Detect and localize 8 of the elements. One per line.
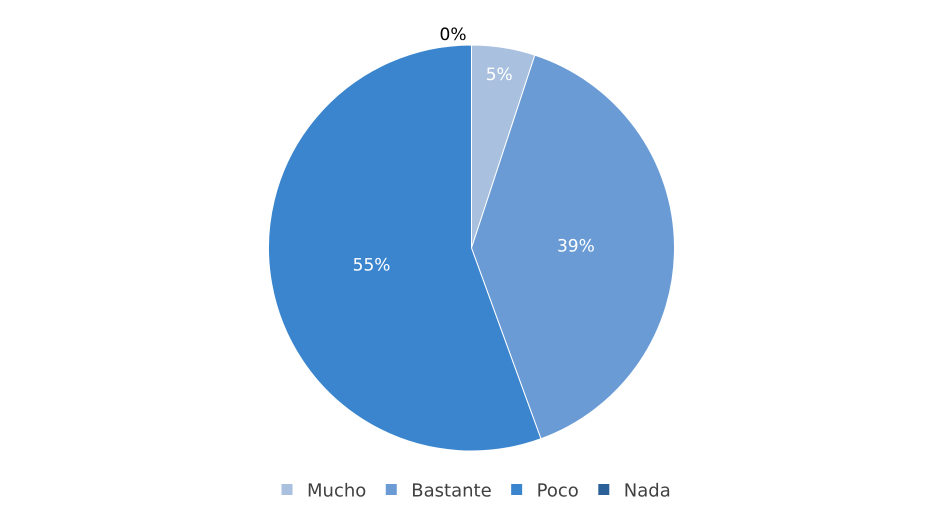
legend-label: Bastante [411, 480, 492, 502]
legend-label: Poco [536, 480, 579, 502]
data-label: 39% [556, 236, 595, 256]
data-label: 55% [352, 256, 390, 276]
text: 0% [440, 25, 466, 45]
data-label: 5% [486, 64, 513, 85]
legend-label: Mucho [307, 480, 366, 502]
legend-label: Nada [624, 480, 671, 502]
